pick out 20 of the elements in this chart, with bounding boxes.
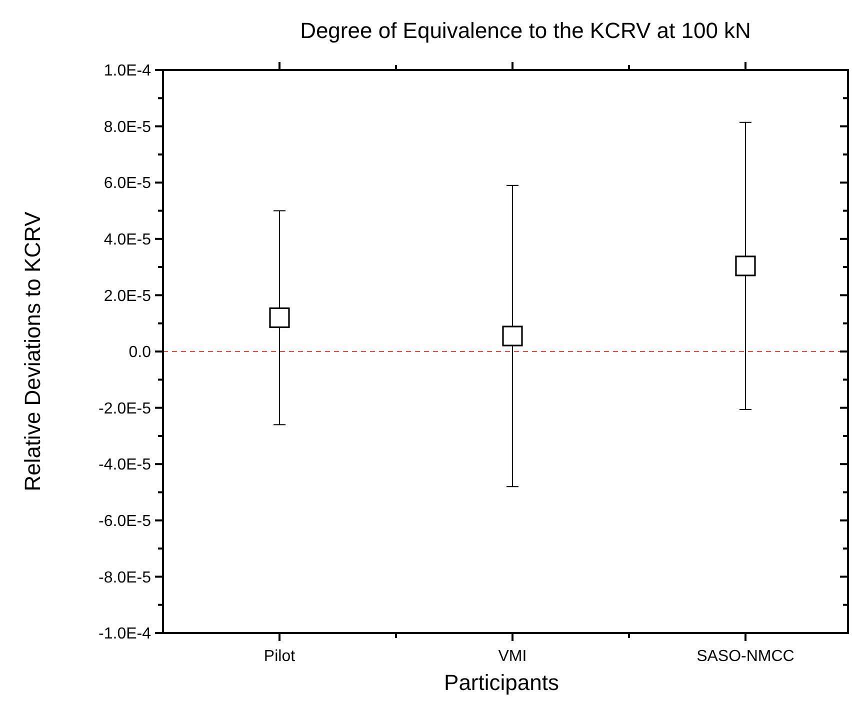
x-tick-label: Pilot — [264, 648, 296, 665]
y-tick-label: -8.0E-5 — [98, 569, 152, 586]
x-tick-label: SASO-NMCC — [696, 648, 794, 665]
y-tick-label: 2.0E-5 — [104, 288, 152, 305]
x-tick-label: VMI — [498, 648, 527, 665]
y-tick-label: 0.0 — [128, 344, 152, 362]
point — [735, 256, 756, 276]
y-tick-label: -4.0E-5 — [98, 456, 152, 474]
y-tick-label: -2.0E-5 — [98, 400, 152, 418]
y-axis-title: Relative Deviations to KCRV — [20, 211, 45, 492]
y-tick-label: -1.0E-4 — [98, 626, 152, 643]
point — [269, 307, 290, 328]
y-tick-label: -6.0E-5 — [98, 513, 152, 530]
y-tick-label: 1.0E-4 — [104, 62, 152, 80]
chart-title: Degree of Equivalence to the KCRV at 100 kN — [300, 18, 751, 43]
y-tick-label: 8.0E-5 — [104, 118, 152, 136]
y-tick-label: 4.0E-5 — [104, 232, 152, 248]
x-axis-title: Participants — [444, 670, 559, 695]
point — [502, 326, 523, 346]
y-tick-label: 6.0E-5 — [104, 175, 152, 192]
